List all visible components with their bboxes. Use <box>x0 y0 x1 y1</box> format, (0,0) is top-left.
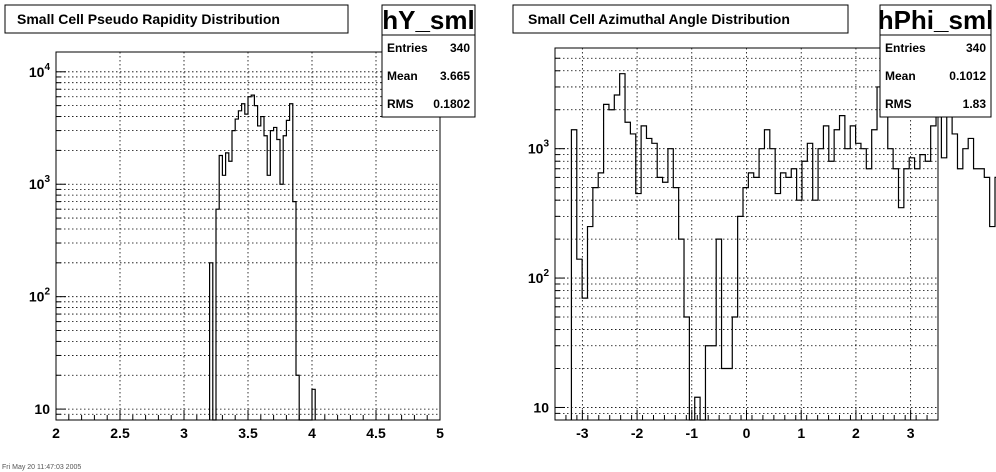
x-tick-label: -2 <box>631 425 644 441</box>
y-tick-label: 103 <box>528 139 550 157</box>
right-title-box <box>512 4 849 34</box>
x-tick-label: -3 <box>576 425 589 441</box>
left-stats-value: 340 <box>450 41 470 55</box>
left-histogram <box>209 94 316 421</box>
left-stats-label: Mean <box>387 69 418 83</box>
left-stats-value: 0.1802 <box>433 97 470 111</box>
x-tick-label: 0 <box>743 425 751 441</box>
footer-timestamp: Fri May 20 11:47:03 2005 <box>2 464 81 471</box>
x-tick-label: 2 <box>52 425 60 441</box>
x-tick-label: 4 <box>308 425 316 441</box>
y-tick-label: 102 <box>528 268 550 286</box>
right-plot-title: Small Cell Azimuthal Angle Distribution <box>528 11 790 27</box>
x-tick-label: 3 <box>180 425 188 441</box>
right-stats-label: Mean <box>885 69 916 83</box>
x-tick-label: 4.5 <box>366 425 386 441</box>
x-tick-label: -1 <box>686 425 699 441</box>
left-stats-box: hY_sml Entries 340 Mean 3.665 RMS 0.1802 <box>381 4 476 118</box>
y-tick-label: 104 <box>29 62 51 80</box>
right-x-axis: -3 -2 -1 0 1 2 3 <box>554 410 939 441</box>
right-stats-label: Entries <box>885 41 926 55</box>
y-tick-label: 103 <box>29 174 51 192</box>
x-tick-label: 5 <box>436 425 444 441</box>
right-stats-value: 340 <box>966 41 986 55</box>
left-x-axis: 2 2.5 3 3.5 4 4.5 5 <box>52 410 444 441</box>
y-tick-label: 10 <box>533 399 549 415</box>
x-tick-label: 3.5 <box>238 425 258 441</box>
x-tick-label: 2.5 <box>110 425 130 441</box>
y-tick-label: 102 <box>29 287 51 305</box>
left-stats-label: Entries <box>387 41 428 55</box>
y-tick-label: 10 <box>34 401 50 417</box>
right-histogram <box>570 73 996 421</box>
histogram-outline <box>209 94 316 421</box>
right-stats-label: RMS <box>885 97 912 111</box>
right-stats-value: 0.1012 <box>949 69 986 83</box>
right-y-axis: 10 102 103 <box>528 47 565 421</box>
left-stats-name: hY_sml <box>382 5 475 35</box>
x-tick-label: 1 <box>797 425 805 441</box>
left-stats-label: RMS <box>387 97 414 111</box>
left-title-box <box>4 4 349 34</box>
left-y-axis: 10 102 103 104 <box>29 62 66 421</box>
right-stats-value: 1.83 <box>963 97 987 111</box>
histogram-outline <box>570 73 996 421</box>
right-plot: Small Cell Azimuthal Angle Distribution … <box>512 4 996 441</box>
right-stats-name: hPhi_sml <box>878 5 994 35</box>
left-plot-title: Small Cell Pseudo Rapidity Distribution <box>17 11 280 27</box>
left-stats-value: 3.665 <box>440 69 470 83</box>
x-tick-label: 2 <box>852 425 860 441</box>
left-plot: Small Cell Pseudo Rapidity Distribution … <box>4 4 476 441</box>
x-tick-label: 3 <box>907 425 915 441</box>
right-stats-box: hPhi_sml Entries 340 Mean 0.1012 RMS 1.8… <box>878 4 994 118</box>
